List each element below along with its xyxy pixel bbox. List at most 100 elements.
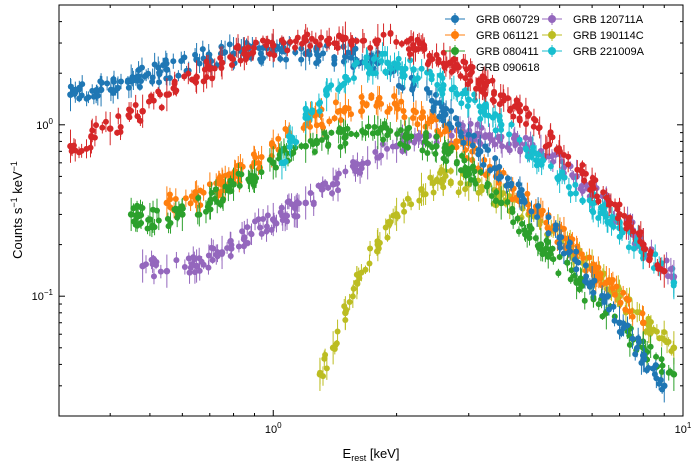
- legend-marker: [451, 31, 459, 39]
- data-point: [506, 131, 513, 138]
- data-point: [440, 60, 447, 67]
- data-point: [181, 263, 188, 270]
- data-point: [455, 189, 462, 196]
- data-point: [573, 266, 580, 273]
- data-point: [162, 57, 169, 64]
- data-point: [471, 97, 478, 104]
- data-point: [509, 205, 516, 212]
- data-point: [451, 56, 458, 63]
- data-point: [665, 369, 672, 376]
- data-point: [516, 136, 523, 143]
- data-point: [663, 257, 670, 264]
- data-point: [439, 104, 446, 111]
- data-point: [590, 261, 597, 268]
- data-point: [438, 180, 445, 187]
- legend-item: GRB 060729: [445, 13, 540, 26]
- data-point: [323, 365, 330, 372]
- data-point: [292, 49, 299, 56]
- data-point: [372, 149, 379, 156]
- data-point: [127, 211, 135, 218]
- data-point: [482, 132, 489, 139]
- data-point: [461, 157, 468, 164]
- series-layer: [67, 21, 678, 403]
- data-point: [642, 328, 649, 335]
- data-point: [163, 267, 171, 275]
- data-point: [135, 73, 142, 80]
- data-point: [409, 115, 416, 122]
- data-point: [572, 181, 579, 188]
- data-point: [614, 215, 621, 222]
- data-point: [488, 192, 495, 199]
- data-point: [258, 154, 265, 161]
- data-point: [402, 65, 409, 72]
- data-point: [401, 208, 408, 215]
- data-point: [203, 74, 210, 81]
- data-point: [496, 163, 503, 170]
- data-point: [386, 105, 393, 112]
- data-point: [544, 238, 551, 245]
- data-point: [135, 213, 142, 220]
- data-point: [572, 190, 579, 197]
- data-point: [222, 172, 229, 179]
- data-point: [560, 250, 567, 257]
- data-point: [321, 355, 328, 362]
- data-point: [118, 78, 125, 85]
- data-point: [364, 159, 371, 167]
- data-point: [668, 348, 675, 355]
- data-point: [482, 104, 489, 111]
- data-point: [294, 213, 301, 220]
- data-point: [208, 244, 215, 251]
- data-point: [587, 186, 594, 193]
- data-point: [577, 281, 584, 288]
- data-point: [382, 68, 389, 75]
- data-point: [580, 255, 587, 262]
- data-point: [191, 269, 198, 276]
- data-point: [618, 330, 625, 337]
- data-point: [579, 197, 586, 204]
- data-point: [429, 179, 436, 186]
- data-point: [448, 124, 455, 131]
- data-point: [268, 226, 275, 233]
- data-point: [272, 164, 279, 171]
- data-point: [99, 124, 106, 131]
- data-point: [597, 275, 604, 282]
- data-point: [373, 102, 380, 109]
- data-point: [659, 362, 666, 369]
- data-point: [353, 131, 360, 138]
- data-point: [307, 138, 314, 145]
- data-point: [559, 169, 566, 176]
- data-point: [70, 142, 77, 149]
- data-point: [323, 86, 330, 93]
- data-point: [264, 212, 271, 219]
- data-point: [595, 301, 602, 308]
- data-point: [155, 88, 162, 95]
- data-point: [492, 197, 499, 204]
- data-point: [478, 183, 485, 190]
- data-point: [539, 251, 546, 258]
- data-point: [462, 90, 469, 97]
- data-point: [418, 65, 425, 72]
- data-point: [226, 41, 233, 48]
- data-point: [242, 56, 249, 63]
- data-point: [457, 73, 464, 80]
- data-point: [319, 373, 326, 380]
- data-point: [342, 132, 349, 139]
- data-point: [125, 84, 132, 91]
- data-point: [149, 78, 156, 85]
- data-point: [130, 77, 137, 84]
- data-point: [268, 141, 275, 148]
- data-point: [450, 84, 457, 91]
- data-point: [331, 115, 338, 122]
- legend-label: GRB 061121: [476, 30, 539, 42]
- data-point: [317, 99, 324, 106]
- data-point: [400, 201, 407, 208]
- data-point: [394, 131, 401, 138]
- data-point: [391, 93, 398, 100]
- series-grb-080411: [127, 115, 678, 391]
- data-point: [415, 46, 422, 53]
- data-point: [619, 229, 626, 236]
- data-point: [526, 111, 533, 118]
- series-grb-090618: [67, 21, 668, 288]
- data-point: [151, 61, 158, 68]
- data-point: [245, 176, 252, 183]
